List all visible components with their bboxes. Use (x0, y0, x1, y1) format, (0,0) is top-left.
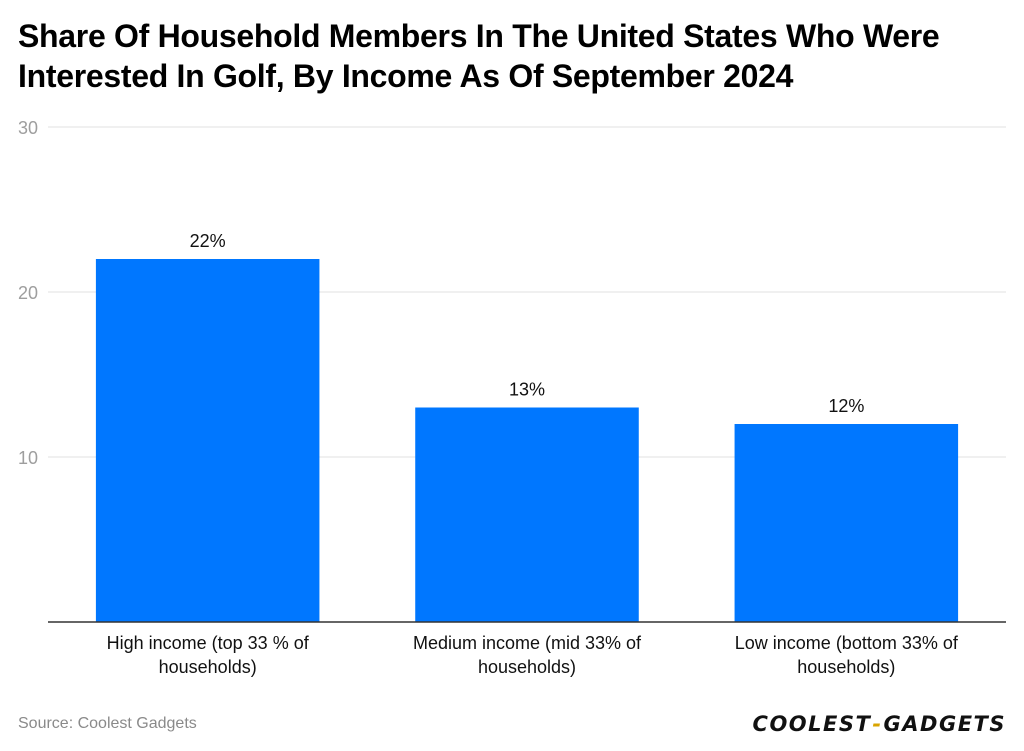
category-label: households) (478, 657, 576, 677)
logo-right: GADGETS (883, 712, 1006, 736)
data-label: 13% (509, 380, 545, 400)
category-label: Low income (bottom 33% of (735, 633, 959, 653)
data-labels: 22% 13% 12% (190, 231, 865, 416)
category-label: households) (797, 657, 895, 677)
chart-title: Share Of Household Members In The United… (18, 18, 940, 94)
category-label: households) (159, 657, 257, 677)
bar (734, 424, 959, 622)
logo-left: COOLEST (752, 712, 872, 736)
category-label: High income (top 33 % of (107, 633, 310, 653)
bars (95, 259, 959, 622)
y-tick-label: 10 (18, 448, 38, 468)
data-label: 12% (828, 396, 864, 416)
bar (415, 407, 639, 622)
brand-logo: COOLEST-GADGETS (753, 712, 1006, 736)
source-note: Source: Coolest Gadgets (18, 715, 197, 732)
y-tick-label: 30 (18, 118, 38, 138)
logo-separator: - (872, 712, 883, 736)
bar (95, 259, 320, 622)
y-axis-ticks: 10 20 30 (18, 118, 38, 468)
category-labels: High income (top 33 % of households) Mediu… (107, 633, 959, 677)
y-tick-label: 20 (18, 283, 38, 303)
category-label: Medium income (mid 33% of (413, 633, 642, 653)
data-label: 22% (190, 231, 226, 251)
